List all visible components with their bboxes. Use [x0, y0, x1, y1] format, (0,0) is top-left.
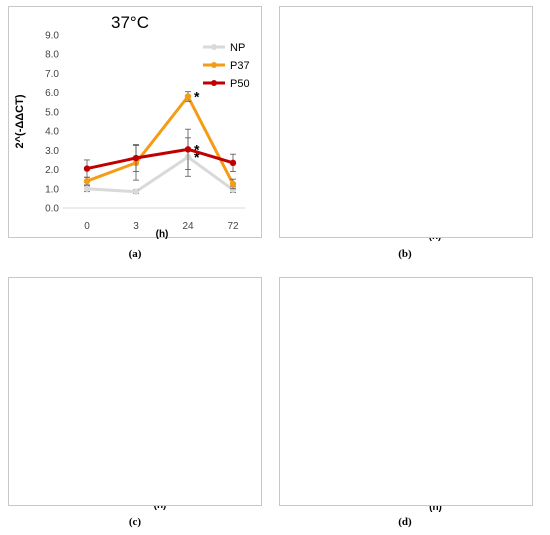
chart-a-series-line-p37 — [86, 95, 235, 185]
chart-a-point-np — [132, 188, 140, 195]
chart-a-ytick-label: 1.0 — [45, 184, 59, 195]
chart-a-significance-marker: * — [194, 89, 200, 105]
chart-a-ytick-label: 4.0 — [45, 127, 59, 138]
chart-a-ytick-label: 7.0 — [45, 69, 59, 80]
chart-a-ylabel: 2^(-ΔΔCT) — [14, 94, 26, 148]
chart-a-legend-marker — [211, 44, 217, 50]
chart-a-xtick-label: 24 — [182, 221, 194, 232]
chart-a-xtick-label: 0 — [84, 221, 90, 232]
chart-panel-c — [8, 277, 262, 506]
chart-a-legend-label: NP — [230, 42, 245, 54]
chart-a-point-p37 — [184, 93, 192, 100]
chart-a-xtick-label: 3 — [133, 221, 139, 232]
chart-a-series-line-np — [86, 155, 234, 194]
panel-label-b: (b) — [398, 248, 412, 260]
chart-a-ytick-label: 0.0 — [45, 204, 59, 215]
chart-a-xlabel: (h) — [156, 229, 169, 240]
panel-label-c: (c) — [128, 516, 142, 528]
chart-a-point-np — [83, 185, 91, 192]
chart-a-ytick-label: 5.0 — [45, 107, 59, 118]
chart-a-significance-marker: * — [194, 141, 200, 157]
chart-a-point-np — [229, 186, 237, 193]
chart-panel-d — [279, 277, 533, 506]
chart-a-legend-label: P37 — [230, 60, 250, 72]
panel-label-a: (a) — [128, 248, 142, 260]
chart-a-legend-label: P50 — [230, 78, 250, 90]
chart-panel-b — [279, 6, 533, 238]
chart-a-point-p50 — [184, 146, 192, 153]
chart-a-legend-marker — [211, 62, 217, 68]
panel-label-d: (d) — [398, 516, 412, 528]
chart-a-ytick-label: 9.0 — [45, 31, 59, 42]
chart-a-xtick-label: 72 — [227, 221, 239, 232]
chart-a-ytick-label: 8.0 — [45, 50, 59, 61]
chart-a-point-p37 — [229, 180, 237, 188]
chart-a-point-p37 — [83, 177, 91, 185]
chart-a-ytick-label: 6.0 — [45, 88, 59, 99]
chart-a-title: 37°C — [111, 13, 149, 32]
chart-a-point-p50 — [229, 159, 237, 167]
chart-a-ytick-label: 2.0 — [45, 165, 59, 176]
chart-a-point-p50 — [132, 154, 140, 162]
chart-a-series-line-p50 — [86, 147, 234, 171]
chart-a-point-p50 — [83, 165, 91, 172]
chart-panel-a — [8, 6, 262, 238]
chart-a-legend-marker — [211, 80, 217, 86]
chart-a-ytick-label: 3.0 — [45, 146, 59, 157]
chart-d-xlabel: (h) — [429, 502, 442, 513]
chart-a-significance-marker: * — [194, 149, 200, 165]
